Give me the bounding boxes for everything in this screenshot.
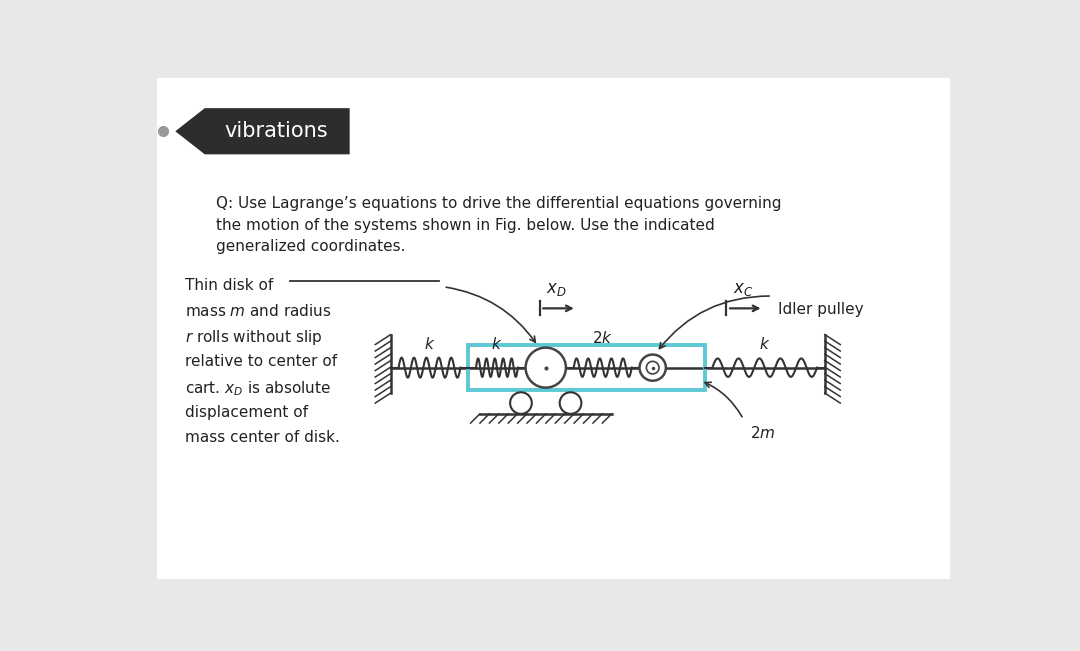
Circle shape: [559, 393, 581, 414]
Bar: [469, 345, 704, 390]
Text: $r$ rolls without slip: $r$ rolls without slip: [186, 328, 323, 348]
Circle shape: [646, 361, 659, 374]
Polygon shape: [175, 108, 350, 154]
Text: mass center of disk.: mass center of disk.: [186, 430, 340, 445]
Text: Idler pulley: Idler pulley: [779, 302, 864, 317]
Circle shape: [510, 393, 531, 414]
Text: cart. $x_D$ is absolute: cart. $x_D$ is absolute: [186, 379, 332, 398]
Text: $k$: $k$: [759, 336, 770, 352]
Text: $x_D$: $x_D$: [546, 281, 567, 298]
Circle shape: [639, 355, 666, 381]
Text: $2m$: $2m$: [750, 425, 774, 441]
Text: mass $m$ and radius: mass $m$ and radius: [186, 303, 332, 319]
Text: $2k$: $2k$: [592, 330, 613, 346]
Text: Thin disk of: Thin disk of: [186, 277, 273, 292]
Text: $x_C$: $x_C$: [733, 281, 754, 298]
Circle shape: [526, 348, 566, 387]
Text: Q: Use Lagrange’s equations to drive the differential equations governing
the mo: Q: Use Lagrange’s equations to drive the…: [216, 196, 782, 254]
Text: relative to center of: relative to center of: [186, 353, 337, 368]
Text: $k$: $k$: [423, 336, 435, 352]
Text: displacement of: displacement of: [186, 405, 309, 420]
Text: $k$: $k$: [491, 336, 502, 352]
Text: vibrations: vibrations: [225, 121, 328, 141]
